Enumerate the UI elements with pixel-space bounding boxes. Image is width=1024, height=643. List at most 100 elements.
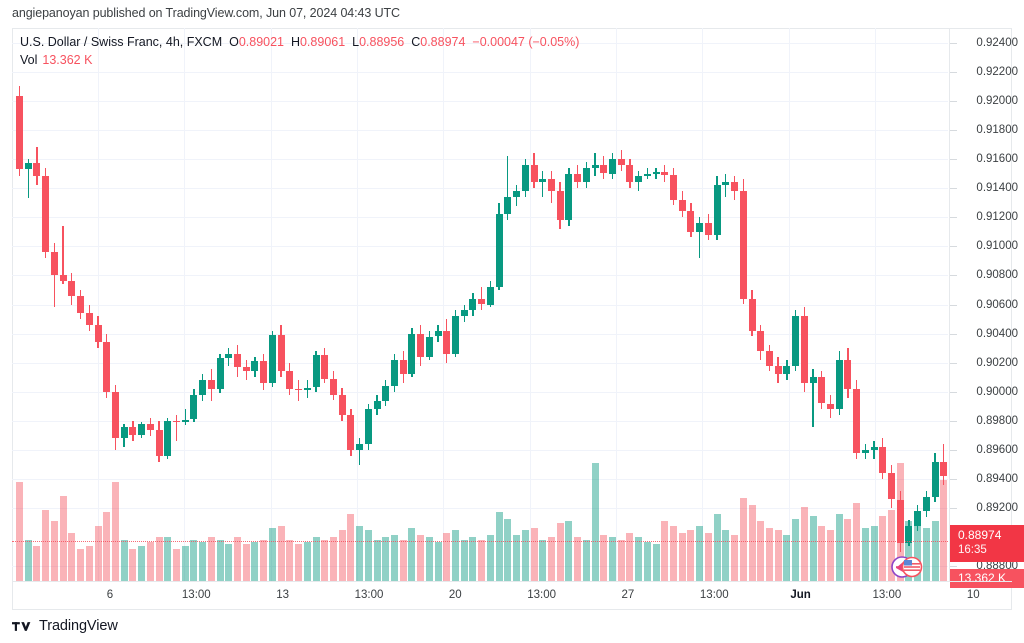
candle-body [539,179,547,183]
last-price-value: 0.88974 [958,528,1002,543]
last-price-badge: 0.88974 16:35 [950,525,1024,563]
candle-wick [646,167,648,180]
volume-bar [591,463,599,581]
legend-open-value: 0.89021 [238,35,284,49]
volume-bar [478,539,486,581]
tradingview-logo[interactable]: TradingView [12,618,118,634]
candle-body [103,342,111,392]
volume-bar [827,530,834,581]
time-axis-tick: Jun [790,589,811,601]
volume-bar [870,525,878,581]
candle-body [199,380,207,395]
candle-body [739,191,747,299]
candle-body [530,164,538,183]
candle-body [452,316,459,354]
volume-bar [617,539,625,581]
legend-close-label: C [411,35,421,49]
volume-bar [303,541,311,581]
candle-body [879,447,887,474]
candle-body [50,252,58,276]
price-axis-tick: 0.89400 [976,473,1018,486]
gridline [12,217,948,219]
volume-bar [696,525,704,581]
candle-body [870,447,878,450]
price-axis-tick-dash [950,450,957,451]
volume-bar [643,541,651,581]
chart-plot-area[interactable]: U.S. Dollar / Swiss Franc, 4h, FXCM O0.8… [12,28,948,581]
volume-bar [687,530,695,581]
volume-bar [425,537,433,581]
tradingview-logo-text: TradingView [39,618,118,634]
legend-symbol-title[interactable]: U.S. Dollar / Swiss Franc, 4h, FXCM [20,35,223,49]
candle-body [295,388,302,391]
volume-bar [879,516,887,581]
candle-body [696,223,704,232]
time-axis-tick: 13:00 [699,589,729,601]
candle-body [373,400,381,410]
price-axis-tick: 0.91000 [976,240,1018,253]
candle-body [33,163,41,177]
time-axis[interactable]: 6 13:00 13 13:00 20 13:00 27 13:00 Jun 13:00 10 [12,581,1012,610]
volume-bar [469,537,477,581]
candle-body [59,275,67,282]
candle-body [443,330,451,354]
candle-body [922,496,930,512]
volume-bar [547,537,555,581]
volume-bar [704,532,712,581]
gridline [615,28,617,581]
candle-body [251,361,259,372]
candle-body [940,461,948,477]
volume-bar [242,544,250,581]
time-axis-tick: 13:00 [181,589,211,601]
volume-bar [609,537,616,581]
volume-bar [268,527,276,581]
price-axis-tick: 0.90000 [976,385,1018,398]
gridline [12,508,948,510]
gridline [12,391,948,393]
candle-wick [812,368,814,427]
gridline [788,28,790,581]
candle-body [277,335,285,372]
volume-bar [931,521,939,581]
candle-body [286,371,294,389]
volume-bar [922,527,930,581]
candle-body [234,354,241,368]
legend-close-value: 0.88974 [420,35,466,49]
price-axis[interactable]: 0.92400 0.92200 0.92000 0.91800 0.91600 0.914… [949,28,1024,589]
volume-bar [286,539,294,581]
candle-body [77,295,84,314]
volume-bar [739,497,747,581]
candle-wick [507,156,509,221]
candle-body [748,298,756,331]
gridline [12,304,948,306]
candle-body [914,511,922,526]
gridline [12,275,948,277]
candle-wick [873,441,875,459]
candle-body [111,391,119,439]
price-axis-tick: 0.90600 [976,298,1018,311]
price-axis-tick: 0.89600 [976,444,1018,456]
price-axis-tick-dash [950,159,957,160]
volume-bar [382,537,390,581]
volume-bar [277,525,285,581]
time-axis-tick: 10 [966,589,980,601]
candle-body [24,163,32,170]
candle-body [861,450,869,453]
price-axis-tick: 0.91200 [976,211,1018,224]
price-axis-tick-dash [950,71,957,73]
candle-body [460,310,468,317]
volume-bar [33,546,41,581]
gridline [12,333,948,335]
volume-bar [68,532,76,581]
candle-body [600,164,608,174]
volume-bar [722,530,730,581]
volume-bar [216,539,224,581]
volume-bar [364,530,372,581]
volume-bar [565,521,573,581]
volume-bar [574,537,582,581]
legend-main-row: U.S. Dollar / Swiss Franc, 4h, FXCM O0.8… [20,34,579,50]
volume-bar [234,537,241,581]
candle-body [399,359,407,375]
volume-bar [530,527,538,581]
flag-badge-icon [890,555,924,579]
